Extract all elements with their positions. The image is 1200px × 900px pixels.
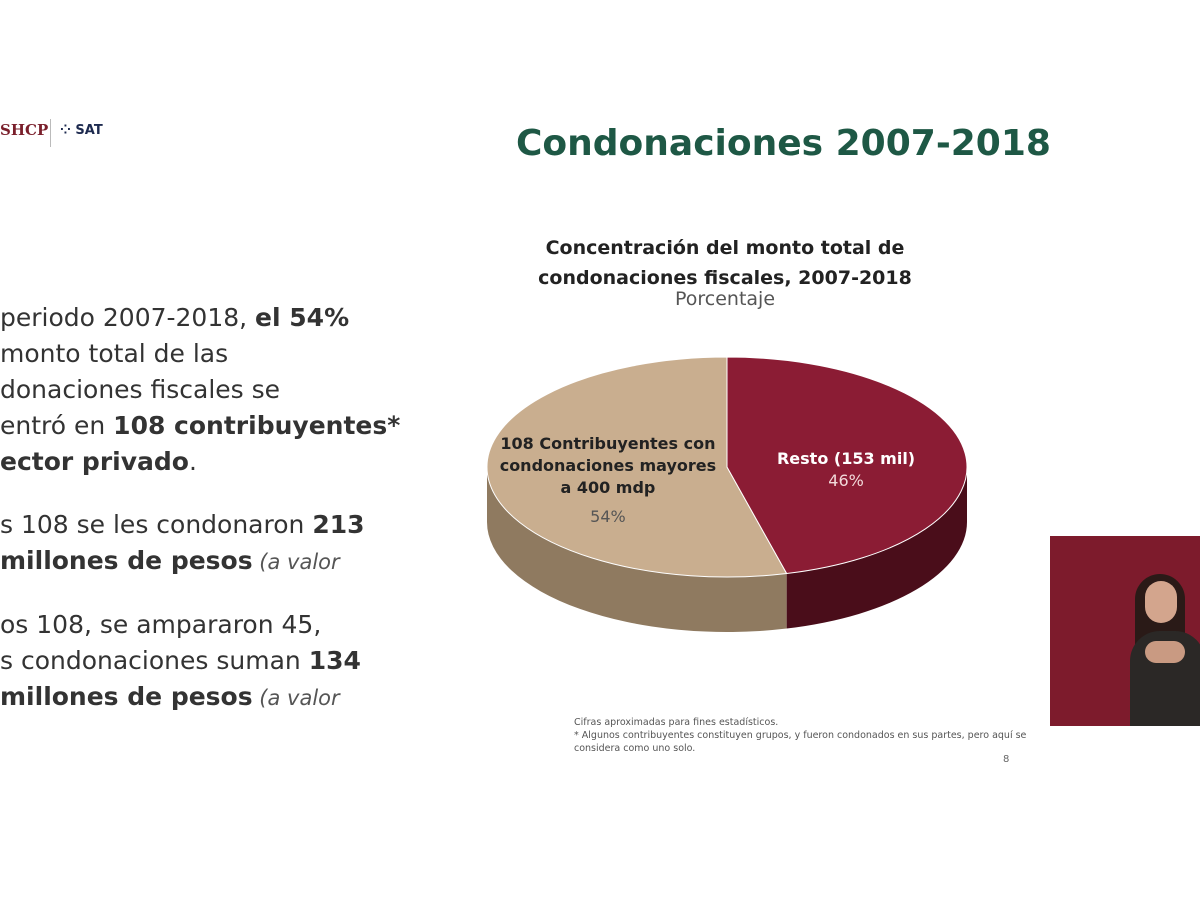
text-segment: 134 (308, 646, 361, 675)
text-segment: 108 contribuyentes* (113, 411, 401, 440)
hands (1145, 641, 1185, 663)
text-segment: periodo 2007-2018, (0, 303, 256, 332)
paragraph: periodo 2007-2018, el 54% monto total de … (0, 300, 400, 480)
footnotes: Cifras aproximadas para fines estadístic… (574, 716, 1044, 755)
text-segment: donaciones fiscales se (0, 375, 281, 404)
footnote: * Algunos contribuyentes constituyen gru… (574, 730, 1027, 754)
logo-shcp: SHCP (0, 121, 49, 139)
chart-subtitle: Porcentaje (674, 288, 776, 310)
slice-side (487, 467, 787, 632)
divider (50, 119, 51, 147)
text-segment: (a valor (252, 550, 340, 574)
text-line: monto total de las (0, 336, 400, 372)
text-segment: os 108, se ampararon 45, (0, 610, 322, 639)
logo-sat-text: SAT (75, 123, 103, 138)
text-segment: s 108 se les condonaron (0, 510, 313, 539)
text-segment: s condonaciones suman (0, 646, 309, 675)
chart-title: Concentración del monto total de condona… (538, 237, 912, 289)
text-segment: . (188, 447, 197, 476)
logos: SHCP ⁘ SAT (0, 115, 150, 155)
text-line: s 108 se les condonaron 213 (0, 507, 400, 543)
page-number: 8 (1003, 754, 1010, 765)
text-segment: entró en (0, 411, 114, 440)
slice-value-label: 54% (590, 507, 626, 527)
slice-label: 108 Contribuyentes con condonaciones may… (499, 434, 717, 498)
slide-text: periodo 2007-2018, el 54% monto total de … (0, 300, 400, 743)
text-line: donaciones fiscales se (0, 372, 400, 408)
slice-side (786, 467, 967, 629)
slice-label: Resto (153 mil) (776, 448, 916, 468)
text-segment: el 54% (255, 303, 350, 332)
footnote: Cifras aproximadas para fines estadístic… (574, 717, 779, 728)
text-segment: ector privado (0, 447, 189, 476)
interpreter-video (1050, 536, 1200, 726)
face (1145, 581, 1177, 623)
text-line: os 108, se ampararon 45, (0, 607, 400, 643)
text-line: millones de pesos (a valor (0, 679, 400, 716)
slice (486, 356, 788, 578)
paragraph: os 108, se ampararon 45, s condonaciones … (0, 607, 400, 716)
text-line: periodo 2007-2018, el 54% (0, 300, 400, 336)
slice (726, 356, 968, 575)
text-segment: millones de pesos (0, 546, 253, 575)
text-segment: monto total de las (0, 339, 229, 368)
logo-sat: ⁘ SAT (60, 123, 103, 138)
text-segment: 213 (312, 510, 365, 539)
text-line: ector privado. (0, 444, 400, 480)
slide-title: Condonaciones 2007-2018 (516, 123, 1051, 164)
text-segment: millones de pesos (0, 682, 253, 711)
slice-value-label: 46% (828, 470, 864, 490)
text-line: entró en 108 contribuyentes* (0, 408, 400, 444)
text-line: s condonaciones suman 134 (0, 643, 400, 679)
text-segment: (a valor (252, 686, 340, 710)
text-line: millones de pesos (a valor (0, 543, 400, 580)
paragraph: s 108 se les condonaron 213 millones de p… (0, 507, 400, 580)
